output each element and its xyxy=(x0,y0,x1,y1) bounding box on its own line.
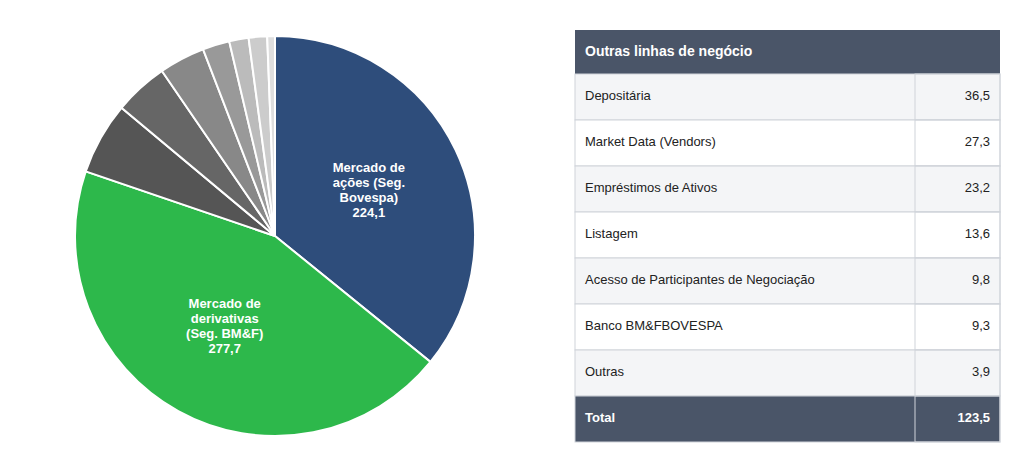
row-label: Total xyxy=(585,410,615,425)
pie-labels: Mercado deações (Seg.Bovespa)224,1 Mercad… xyxy=(186,160,405,356)
row-label: Depositária xyxy=(585,88,652,103)
table-title: Outras linhas de negócio xyxy=(585,43,752,59)
row-value: 123,5 xyxy=(957,410,990,425)
table-header xyxy=(575,30,1000,74)
value-cell xyxy=(915,304,1000,350)
value-cell xyxy=(915,396,1000,442)
row-value: 27,3 xyxy=(965,134,990,149)
pie-slice xyxy=(249,36,275,236)
table-row xyxy=(575,396,1000,442)
row-label: Market Data (Vendors) xyxy=(585,134,716,149)
row-label: Empréstimos de Ativos xyxy=(585,180,718,195)
row-value: 23,2 xyxy=(965,180,990,195)
value-cell xyxy=(915,212,1000,258)
value-cell xyxy=(915,74,1000,120)
chart-root: Mercado deações (Seg.Bovespa)224,1 Mercad… xyxy=(0,0,1024,472)
slice-label: Mercado dederivativas(Seg. BM&F)277,7 xyxy=(186,296,263,356)
table-row xyxy=(575,166,1000,212)
value-cell xyxy=(915,120,1000,166)
table-row xyxy=(575,350,1000,396)
table-row xyxy=(575,212,1000,258)
row-label: Listagem xyxy=(585,226,638,241)
row-value: 36,5 xyxy=(965,88,990,103)
table-row xyxy=(575,74,1000,120)
row-value: 13,6 xyxy=(965,226,990,241)
row-value: 3,9 xyxy=(972,364,990,379)
row-label: Outras xyxy=(585,364,625,379)
row-label: Acesso de Participantes de Negociação xyxy=(585,272,815,287)
value-cell xyxy=(915,166,1000,212)
slice-label: Mercado deações (Seg.Bovespa)224,1 xyxy=(333,160,405,220)
pie-slice xyxy=(267,36,275,236)
value-cell xyxy=(915,350,1000,396)
table: Outras linhas de negócio Depositária 36,5 M… xyxy=(575,30,1000,442)
table-row xyxy=(575,304,1000,350)
table-row xyxy=(575,120,1000,166)
value-cell xyxy=(915,258,1000,304)
row-label: Banco BM&FBOVESPA xyxy=(585,318,723,333)
pie xyxy=(75,36,475,436)
row-value: 9,3 xyxy=(972,318,990,333)
table-row xyxy=(575,258,1000,304)
row-value: 9,8 xyxy=(972,272,990,287)
